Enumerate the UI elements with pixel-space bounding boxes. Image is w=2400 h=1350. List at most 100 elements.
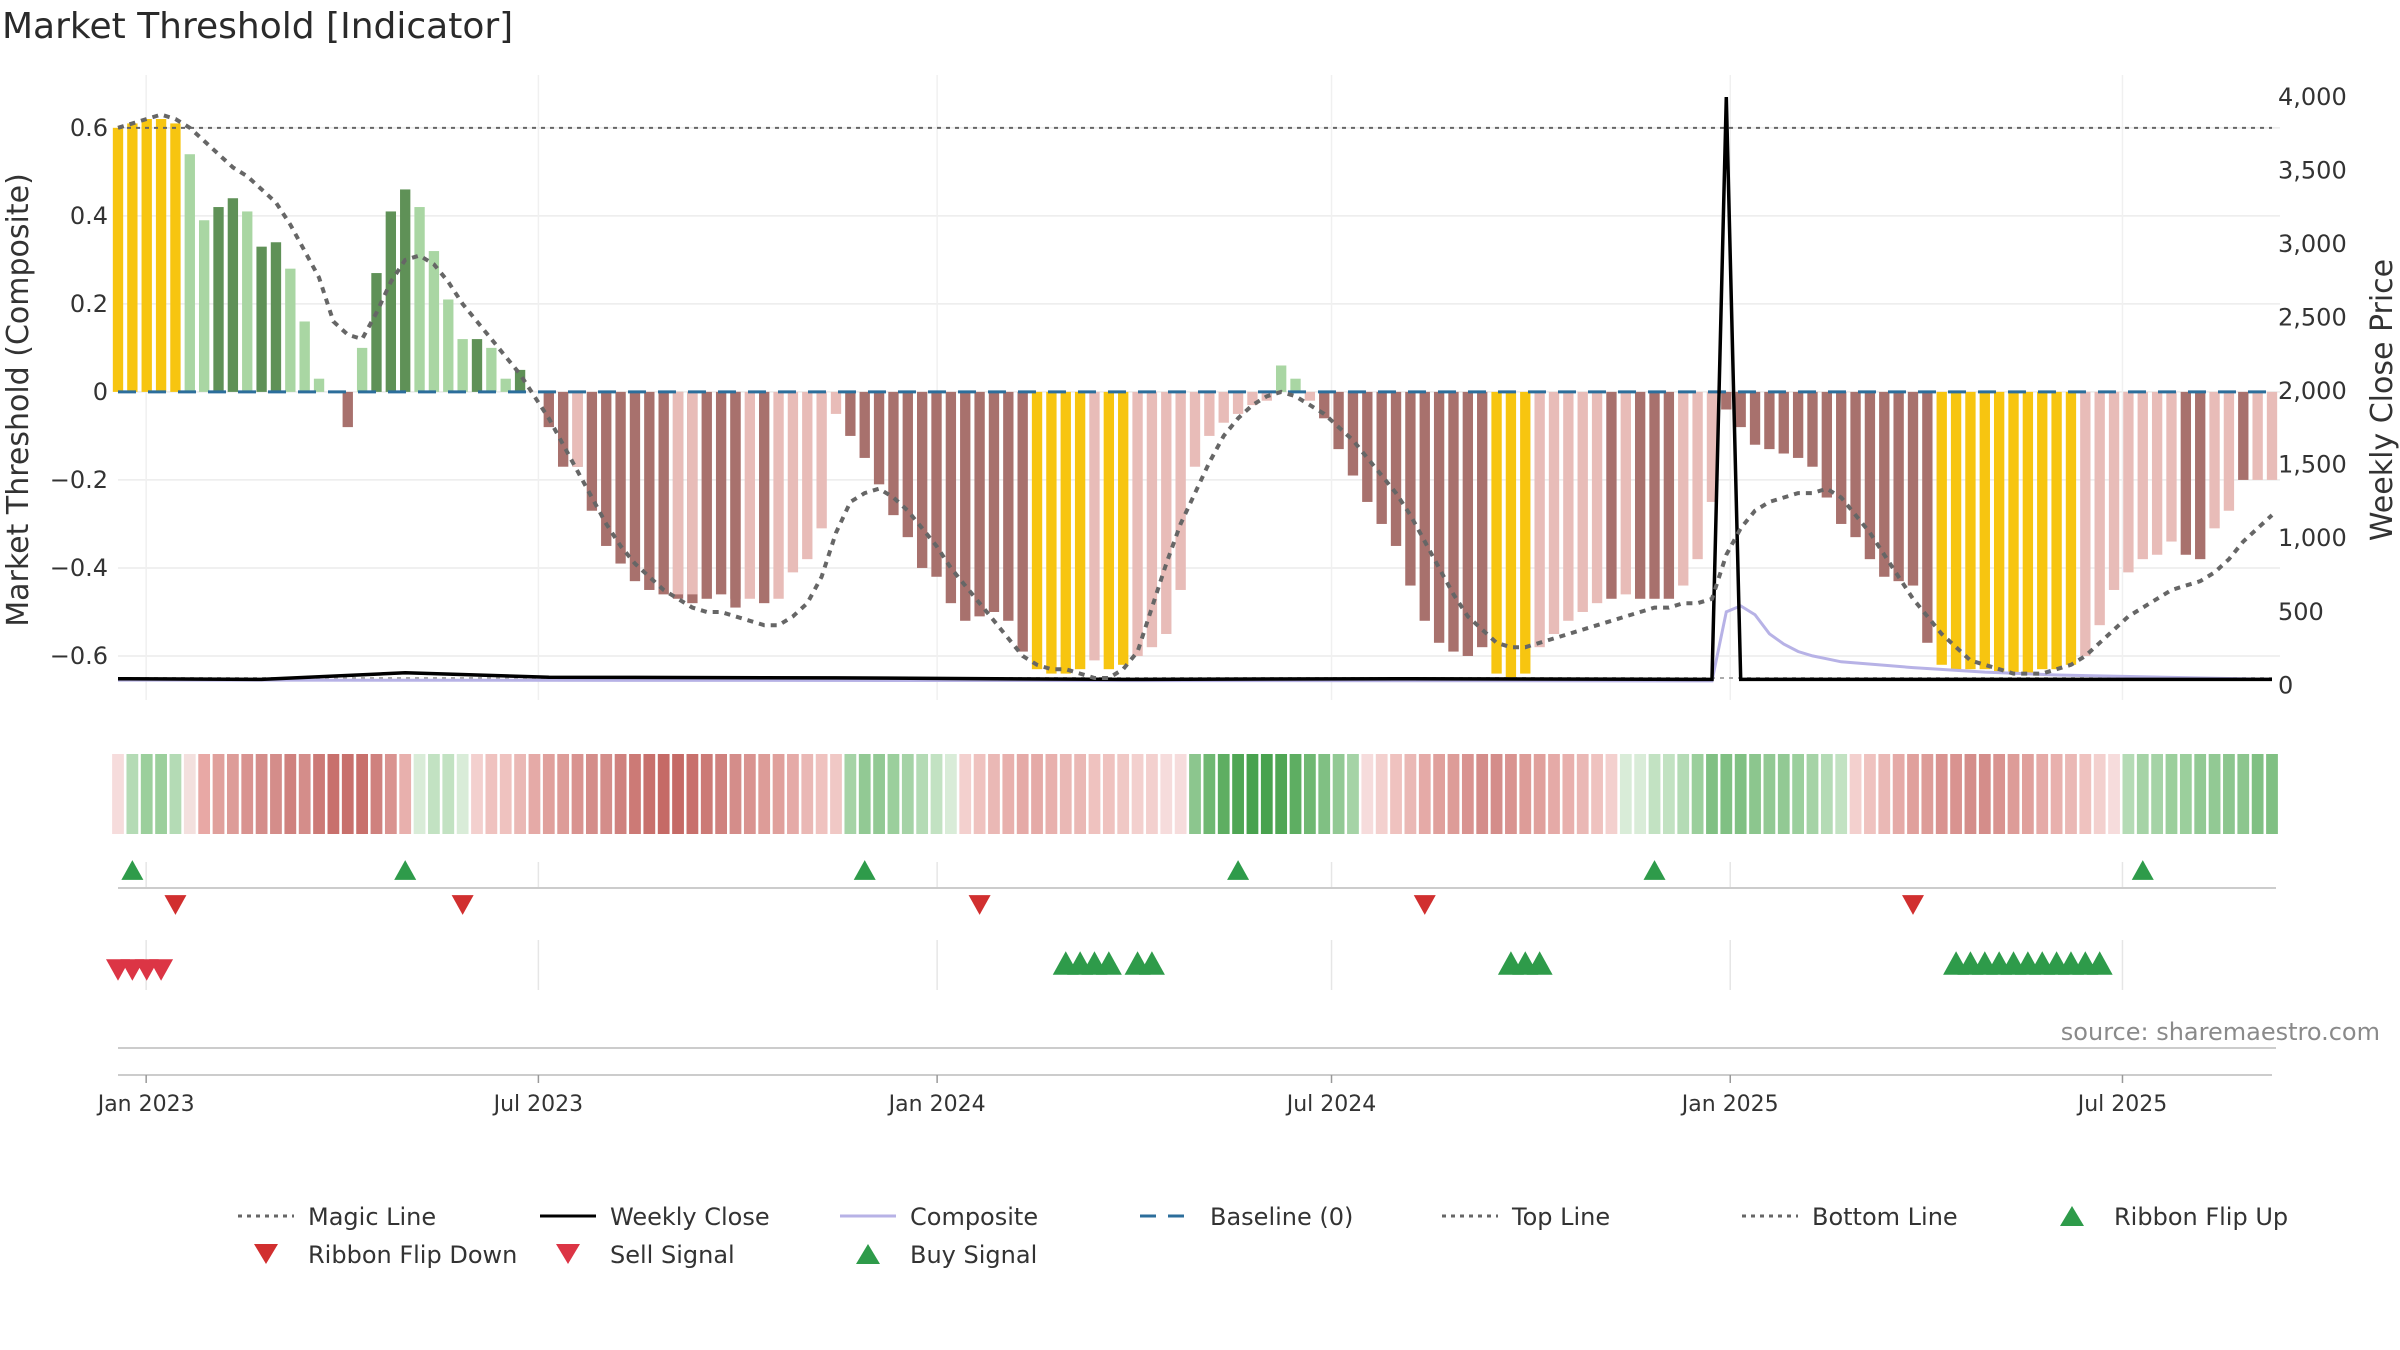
composite-bar [1979, 391, 1990, 670]
ribbon-cell [1490, 754, 1503, 834]
composite-bar [1419, 391, 1430, 621]
composite-bar [1663, 391, 1675, 599]
ribbon-flip-up-marker [121, 860, 144, 880]
ribbon-cell [715, 754, 728, 834]
y-axis-label: Market Threshold (Composite) [1, 173, 36, 627]
ribbon-cell [2021, 754, 2034, 834]
ribbon-cell [686, 754, 699, 834]
x-tick-label: Jul 2025 [2076, 1092, 2168, 1117]
composite-bar [1204, 391, 1215, 436]
ribbon-cell [1619, 754, 1632, 834]
composite-bar [2252, 391, 2263, 480]
ribbon-cell [901, 754, 914, 834]
legend-label: Magic Line [308, 1203, 436, 1231]
composite-bar [1477, 391, 1488, 648]
ribbon-cell [858, 754, 871, 834]
ribbon-cell [1189, 754, 1201, 834]
composite-bar [184, 154, 195, 392]
ribbon-cell [887, 754, 900, 834]
composite-bar [802, 391, 813, 560]
ribbon-cell [384, 754, 397, 834]
ribbon-cell [1404, 754, 1417, 834]
ribbon-cell [1275, 754, 1288, 834]
ribbon-cell [1476, 754, 1489, 834]
composite-bar [1591, 391, 1603, 604]
composite-bar [1304, 391, 1316, 401]
composite-bar [1319, 391, 1330, 419]
composite-bar [270, 242, 282, 392]
composite-bar [227, 198, 239, 392]
ribbon-cell [1993, 754, 2006, 834]
ribbon-cell [1806, 754, 1819, 834]
ribbon-cell [399, 754, 412, 834]
legend-label: Buy Signal [910, 1241, 1037, 1269]
composite-bar [744, 391, 756, 599]
y-tick-label: −0.4 [50, 554, 108, 582]
composite-bar [112, 127, 124, 392]
ribbon-cell [657, 754, 670, 834]
composite-bar [385, 211, 397, 392]
composite-bar [457, 339, 468, 392]
ribbon-cell [126, 754, 139, 834]
composite-bar [371, 273, 382, 392]
ribbon-cell [370, 754, 383, 834]
ribbon-cell [1418, 754, 1431, 834]
composite-bar [1836, 391, 1847, 524]
composite-bar [198, 220, 210, 392]
ribbon-cell [571, 754, 584, 834]
composite-bar [902, 391, 913, 538]
composite-bar [1879, 391, 1890, 577]
composite-bar [1548, 391, 1560, 634]
composite-bar [572, 391, 583, 467]
ribbon-cell [1533, 754, 1546, 834]
ribbon-cell [815, 754, 828, 834]
y-tick-label: 0.2 [70, 290, 108, 318]
ribbon-cell [1505, 754, 1517, 834]
ribbon-cell [1648, 754, 1661, 834]
composite-bar [1577, 391, 1588, 612]
ribbon-cell [1892, 754, 1905, 834]
composite-bar [1132, 391, 1143, 656]
composite-bar [2137, 391, 2148, 560]
y2-tick-label: 2,500 [2278, 304, 2347, 332]
sell-signal-marker [149, 959, 174, 981]
composite-bar [1606, 391, 1617, 599]
ribbon-cell [1217, 754, 1230, 834]
composite-bar [672, 391, 684, 595]
ribbon-cell [1347, 754, 1359, 834]
composite-bar [1462, 391, 1474, 656]
ribbon-cell [413, 754, 426, 834]
ribbon-cell [1964, 754, 1977, 834]
y2-tick-label: 2,000 [2278, 377, 2347, 405]
ribbon-cell [442, 754, 455, 834]
composite-bar [687, 391, 698, 595]
ribbon-flip-up-marker [853, 860, 876, 880]
composite-bar [1692, 391, 1703, 560]
composite-bar [1821, 391, 1833, 498]
composite-bar [888, 391, 899, 516]
composite-bar [2223, 391, 2235, 511]
buy-signal-marker [1526, 951, 1553, 975]
composite-bar [127, 123, 138, 392]
composite-bar [931, 391, 942, 577]
ribbon-cell [1160, 754, 1173, 834]
composite-bar [2022, 391, 2034, 674]
ribbon-cell [1390, 754, 1402, 834]
ribbon-cell [1332, 754, 1345, 834]
ribbon-cell [2122, 754, 2135, 834]
composite-bar [1146, 391, 1158, 648]
buy-signal-marker [1095, 951, 1122, 975]
ribbon-cell [212, 754, 225, 834]
composite-bar [1376, 391, 1387, 524]
ribbon-cell [1031, 754, 1043, 834]
ribbon-cell [2036, 754, 2049, 834]
composite-bar [1031, 391, 1043, 670]
ribbon-cell [1921, 754, 1934, 834]
ribbon-cell [169, 754, 182, 834]
composite-bar [1706, 391, 1718, 502]
composite-bar [988, 391, 1000, 612]
composite-bar [1792, 391, 1804, 458]
composite-bar [514, 369, 526, 392]
ribbon-cell [1777, 754, 1790, 834]
